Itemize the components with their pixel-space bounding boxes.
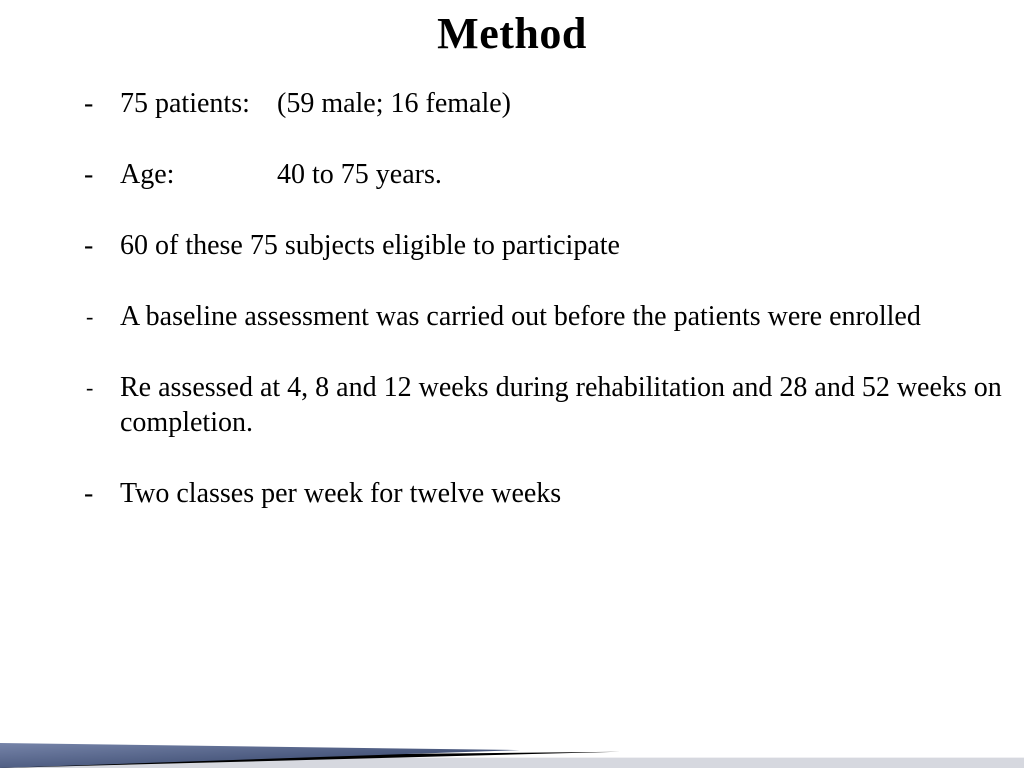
- bullet-item: - 60 of these 75 subjects eligible to pa…: [84, 228, 1004, 263]
- bullet-item: - Age: 40 to 75 years.: [84, 157, 1004, 192]
- bullet-item: - 75 patients: (59 male; 16 female): [84, 86, 1004, 121]
- bullet-dash-icon: -: [84, 86, 93, 121]
- bullet-dash-icon: -: [84, 228, 93, 263]
- bullet-dash-icon: -: [84, 476, 93, 511]
- bullet-text: A baseline assessment was carried out be…: [120, 301, 921, 332]
- deco-black-shape: [0, 752, 620, 768]
- bullet-dash-icon: -: [86, 303, 93, 331]
- bullet-item: - Two classes per week for twelve weeks: [84, 476, 1004, 511]
- bullet-text: 60 of these 75 subjects eligible to part…: [120, 230, 620, 261]
- bullet-dash-icon: -: [84, 157, 93, 192]
- slide-title: Method: [0, 8, 1024, 59]
- bullet-item: - Re assessed at 4, 8 and 12 weeks durin…: [84, 370, 1004, 440]
- bullet-label: Age:: [120, 157, 270, 192]
- deco-blue-shape: [0, 743, 520, 768]
- corner-decoration-icon: [0, 608, 1024, 768]
- slide-content: - 75 patients: (59 male; 16 female) - Ag…: [84, 86, 1004, 547]
- bullet-item: - A baseline assessment was carried out …: [84, 299, 1004, 334]
- bullet-text: Two classes per week for twelve weeks: [120, 478, 561, 509]
- bullet-dash-icon: -: [86, 374, 93, 402]
- slide: Method - 75 patients: (59 male; 16 femal…: [0, 0, 1024, 768]
- bullet-text: 40 to 75 years.: [277, 159, 442, 190]
- bullet-text: (59 male; 16 female): [277, 88, 511, 119]
- bullet-text: Re assessed at 4, 8 and 12 weeks during …: [120, 372, 1002, 438]
- deco-grey-shape: [0, 758, 1024, 768]
- bullet-label: 75 patients:: [120, 86, 270, 121]
